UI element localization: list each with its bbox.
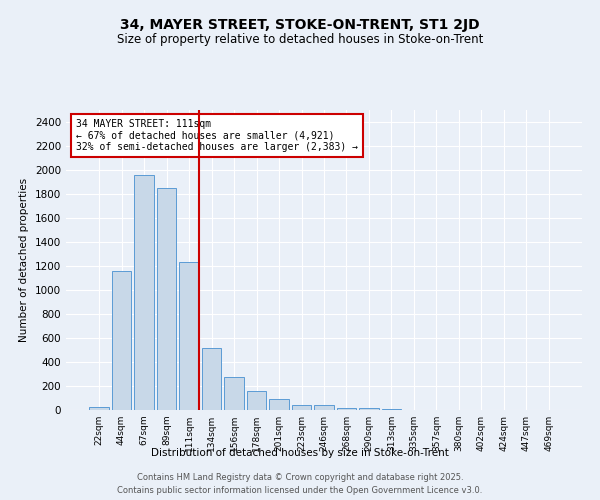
- Bar: [179, 262, 199, 410]
- Text: Contains HM Land Registry data © Crown copyright and database right 2025.: Contains HM Land Registry data © Crown c…: [137, 472, 463, 482]
- Bar: [269, 398, 289, 410]
- Bar: [89, 407, 109, 410]
- Bar: [112, 271, 131, 410]
- Bar: [292, 404, 311, 410]
- Bar: [359, 408, 379, 410]
- Text: Distribution of detached houses by size in Stoke-on-Trent: Distribution of detached houses by size …: [151, 448, 449, 458]
- Bar: [337, 408, 356, 410]
- Text: Contains public sector information licensed under the Open Government Licence v3: Contains public sector information licen…: [118, 486, 482, 495]
- Text: Size of property relative to detached houses in Stoke-on-Trent: Size of property relative to detached ho…: [117, 32, 483, 46]
- Bar: [157, 188, 176, 410]
- Bar: [202, 348, 221, 410]
- Text: 34, MAYER STREET, STOKE-ON-TRENT, ST1 2JD: 34, MAYER STREET, STOKE-ON-TRENT, ST1 2J…: [120, 18, 480, 32]
- Bar: [224, 377, 244, 410]
- Y-axis label: Number of detached properties: Number of detached properties: [19, 178, 29, 342]
- Bar: [314, 404, 334, 410]
- Bar: [247, 392, 266, 410]
- Bar: [134, 175, 154, 410]
- Text: 34 MAYER STREET: 111sqm
← 67% of detached houses are smaller (4,921)
32% of semi: 34 MAYER STREET: 111sqm ← 67% of detache…: [76, 119, 358, 152]
